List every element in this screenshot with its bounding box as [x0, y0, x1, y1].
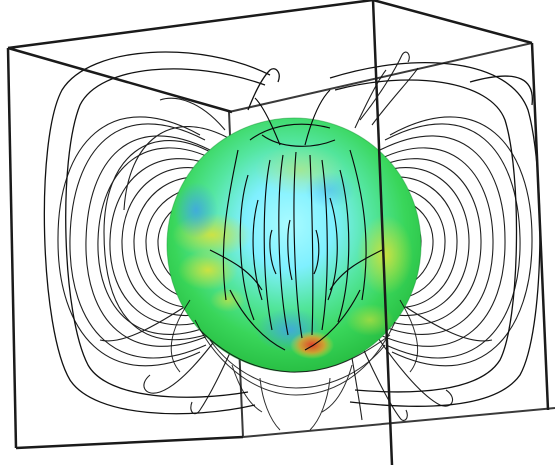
box-front-edges: [6, 0, 550, 465]
yellow-region-left-lower: [178, 250, 238, 290]
yellow-region-lower: [210, 288, 246, 312]
lower-tangle-field-lines: [170, 299, 419, 431]
left-lobe-field-lines: [57, 97, 241, 415]
right-lobe-field-lines: [347, 51, 533, 421]
yellow-region-right: [357, 215, 413, 295]
blue-region-top: [305, 172, 355, 208]
blue-region-left: [174, 182, 218, 238]
yellow-region-lower-right: [346, 304, 394, 336]
front-field-lines: [209, 89, 383, 351]
